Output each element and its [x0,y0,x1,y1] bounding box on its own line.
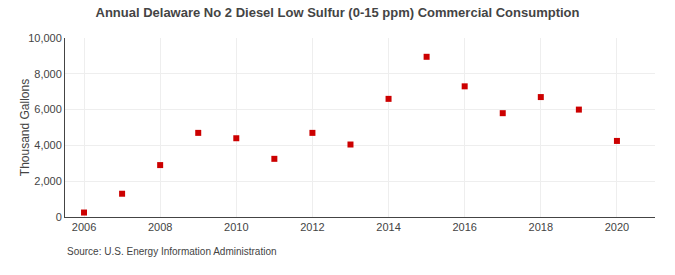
svg-text:2020: 2020 [605,221,629,233]
svg-text:2016: 2016 [452,221,476,233]
svg-text:Annual Delaware No 2 Diesel Lo: Annual Delaware No 2 Diesel Low Sulfur (… [96,5,580,20]
svg-text:2010: 2010 [224,221,248,233]
svg-text:6,000: 6,000 [34,103,62,115]
svg-text:2006: 2006 [72,221,96,233]
svg-text:4,000: 4,000 [34,139,62,151]
svg-text:8,000: 8,000 [34,68,62,80]
svg-text:10,000: 10,000 [28,32,62,44]
svg-text:Thousand Gallons: Thousand Gallons [18,79,32,176]
svg-text:0: 0 [56,211,62,223]
svg-text:2018: 2018 [529,221,553,233]
svg-text:2014: 2014 [376,221,400,233]
svg-text:2,000: 2,000 [34,175,62,187]
svg-text:2012: 2012 [300,221,324,233]
svg-text:Source: U.S. Energy Informatio: Source: U.S. Energy Information Administ… [67,246,277,257]
svg-text:2008: 2008 [148,221,172,233]
